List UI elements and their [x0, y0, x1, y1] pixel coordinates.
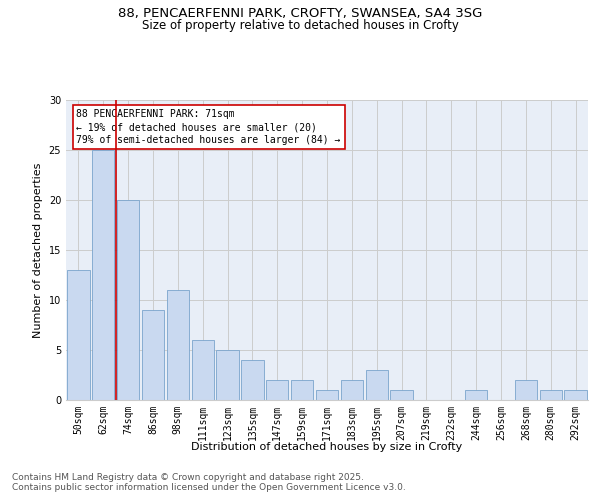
Bar — [365, 370, 388, 400]
Text: Contains HM Land Registry data © Crown copyright and database right 2025.
Contai: Contains HM Land Registry data © Crown c… — [12, 472, 406, 492]
Bar — [266, 380, 289, 400]
Bar — [67, 270, 89, 400]
Bar — [539, 390, 562, 400]
Text: Size of property relative to detached houses in Crofty: Size of property relative to detached ho… — [142, 18, 458, 32]
Text: 88 PENCAERFENNI PARK: 71sqm
← 19% of detached houses are smaller (20)
79% of sem: 88 PENCAERFENNI PARK: 71sqm ← 19% of det… — [76, 109, 341, 146]
Bar — [142, 310, 164, 400]
Bar — [117, 200, 139, 400]
Bar — [291, 380, 313, 400]
Text: 88, PENCAERFENNI PARK, CROFTY, SWANSEA, SA4 3SG: 88, PENCAERFENNI PARK, CROFTY, SWANSEA, … — [118, 8, 482, 20]
Bar — [92, 150, 115, 400]
Bar — [191, 340, 214, 400]
Bar — [515, 380, 537, 400]
Bar — [167, 290, 189, 400]
Bar — [341, 380, 363, 400]
Bar — [391, 390, 413, 400]
Bar — [465, 390, 487, 400]
Bar — [217, 350, 239, 400]
Y-axis label: Number of detached properties: Number of detached properties — [33, 162, 43, 338]
Bar — [316, 390, 338, 400]
Bar — [565, 390, 587, 400]
Bar — [241, 360, 263, 400]
Text: Distribution of detached houses by size in Crofty: Distribution of detached houses by size … — [191, 442, 463, 452]
